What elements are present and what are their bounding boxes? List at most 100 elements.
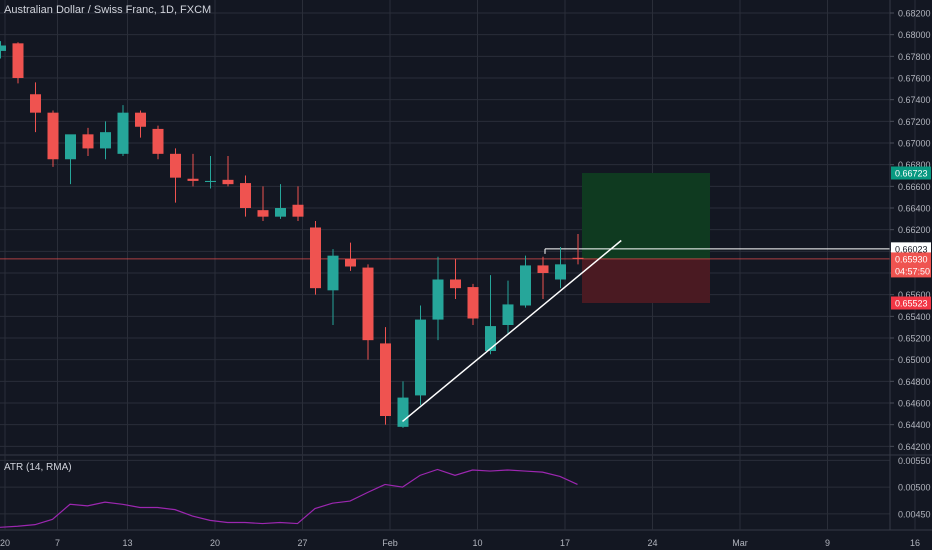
- price-grid: [0, 0, 932, 531]
- candle-body: [82, 134, 94, 149]
- candle-body: [135, 112, 146, 127]
- candle-body: [327, 255, 339, 291]
- candle-body: [380, 343, 391, 416]
- last-price-badge: 0.65930: [891, 252, 931, 266]
- candle-body: [170, 153, 181, 178]
- candle: [415, 305, 426, 406]
- candle: [310, 221, 321, 295]
- price-tick-label: 0.68200: [898, 9, 931, 19]
- time-tick-label: Mar: [732, 538, 748, 548]
- candle: [380, 327, 391, 425]
- last-price-badge-bg: [891, 252, 931, 266]
- time-tick-label: 9: [825, 538, 830, 548]
- target-badge-label: 0.66723: [895, 169, 928, 179]
- price-tick-label: 0.67800: [898, 52, 931, 62]
- price-tick-label: 0.64400: [898, 420, 931, 430]
- chart-title: Australian Dollar / Swiss Franc, 1D, FXC…: [4, 4, 212, 16]
- price-tick-label: 0.68000: [898, 30, 931, 40]
- price-tick-label: 0.67400: [898, 95, 931, 105]
- level-badge: 0.66023: [891, 242, 931, 256]
- candle-body: [345, 258, 356, 267]
- price-tick-label: 0.64800: [898, 377, 931, 387]
- candle: [47, 110, 59, 167]
- atr-tick-label: 0.00550: [898, 456, 931, 466]
- candle: [467, 283, 479, 325]
- price-tick-label: 0.66200: [898, 225, 931, 235]
- time-tick-label: 17: [560, 538, 570, 548]
- countdown-badge: 04:57:50: [891, 264, 931, 278]
- candle-body: [187, 178, 199, 181]
- countdown-badge-label: 04:57:50: [895, 266, 930, 276]
- candle-body: [240, 183, 251, 208]
- target-badge-bg: [891, 166, 931, 180]
- candle: [135, 110, 146, 138]
- candle: [537, 256, 549, 299]
- stop-zone[interactable]: [582, 258, 710, 304]
- time-tick-label: Feb: [382, 538, 398, 548]
- candle: [82, 127, 94, 156]
- candle-body: [205, 180, 216, 182]
- candle: [205, 156, 216, 189]
- candle: [520, 255, 531, 308]
- candle: [572, 234, 584, 265]
- target-zone[interactable]: [582, 173, 710, 259]
- candle-body: [47, 112, 59, 160]
- stop-badge-label: 0.65523: [895, 299, 928, 309]
- candle-body: [30, 94, 41, 113]
- candle-body: [152, 128, 164, 154]
- candle-body: [0, 45, 6, 51]
- candle: [100, 121, 111, 160]
- level-badge-bg: [891, 242, 931, 256]
- candle: [240, 175, 251, 217]
- target-badge: 0.66723: [891, 166, 931, 180]
- candle-body: [292, 204, 304, 217]
- candle: [170, 148, 181, 203]
- price-tick-label: 0.64200: [898, 442, 931, 452]
- stop-badge-bg: [891, 296, 931, 310]
- price-tick-label: 0.67200: [898, 117, 931, 127]
- candle-body: [432, 279, 444, 320]
- candle-body: [555, 264, 566, 280]
- candle-body: [117, 112, 129, 154]
- trendline[interactable]: [402, 239, 622, 422]
- atr-line: [0, 468, 578, 528]
- candle-body: [502, 304, 514, 325]
- time-tick-label: 16: [910, 538, 920, 548]
- price-tick-label: 0.66600: [898, 182, 931, 192]
- candle-body: [467, 287, 479, 319]
- candle: [117, 105, 129, 156]
- candles[interactable]: [0, 41, 584, 428]
- countdown-badge-bg: [891, 264, 931, 278]
- candle: [555, 247, 566, 289]
- atr-pane: 0.00550 0.00500 0.00450: [0, 456, 931, 528]
- candle: [187, 153, 199, 187]
- candle: [502, 280, 514, 334]
- candle: [362, 264, 374, 360]
- candle-body: [397, 397, 409, 427]
- candle-body: [257, 210, 269, 217]
- time-axis[interactable]: 20 7 13 20 27 Feb 10 17 24 Mar 9 16: [0, 538, 920, 548]
- time-tick-label: 13: [122, 538, 132, 548]
- price-tick-label: 0.65600: [898, 290, 931, 300]
- time-tick-label: 27: [297, 538, 307, 548]
- atr-indicator-label[interactable]: ATR (14, RMA): [4, 462, 72, 473]
- candle: [450, 258, 461, 299]
- price-tick-label: 0.65400: [898, 312, 931, 322]
- price-tick-label: 0.67000: [898, 139, 931, 149]
- candle: [222, 156, 234, 187]
- candle-body: [572, 257, 584, 259]
- candle: [152, 125, 164, 160]
- candle: [257, 186, 269, 221]
- time-tick-label: 10: [472, 538, 482, 548]
- candle: [432, 256, 444, 341]
- candle-body: [485, 326, 496, 351]
- candle-body: [537, 265, 549, 273]
- price-tick-label: 0.65200: [898, 334, 931, 344]
- candle-body: [100, 132, 111, 149]
- atr-tick-label: 0.00450: [898, 509, 931, 519]
- candle: [292, 186, 304, 221]
- candle-body: [12, 43, 24, 78]
- candle-body: [362, 267, 374, 341]
